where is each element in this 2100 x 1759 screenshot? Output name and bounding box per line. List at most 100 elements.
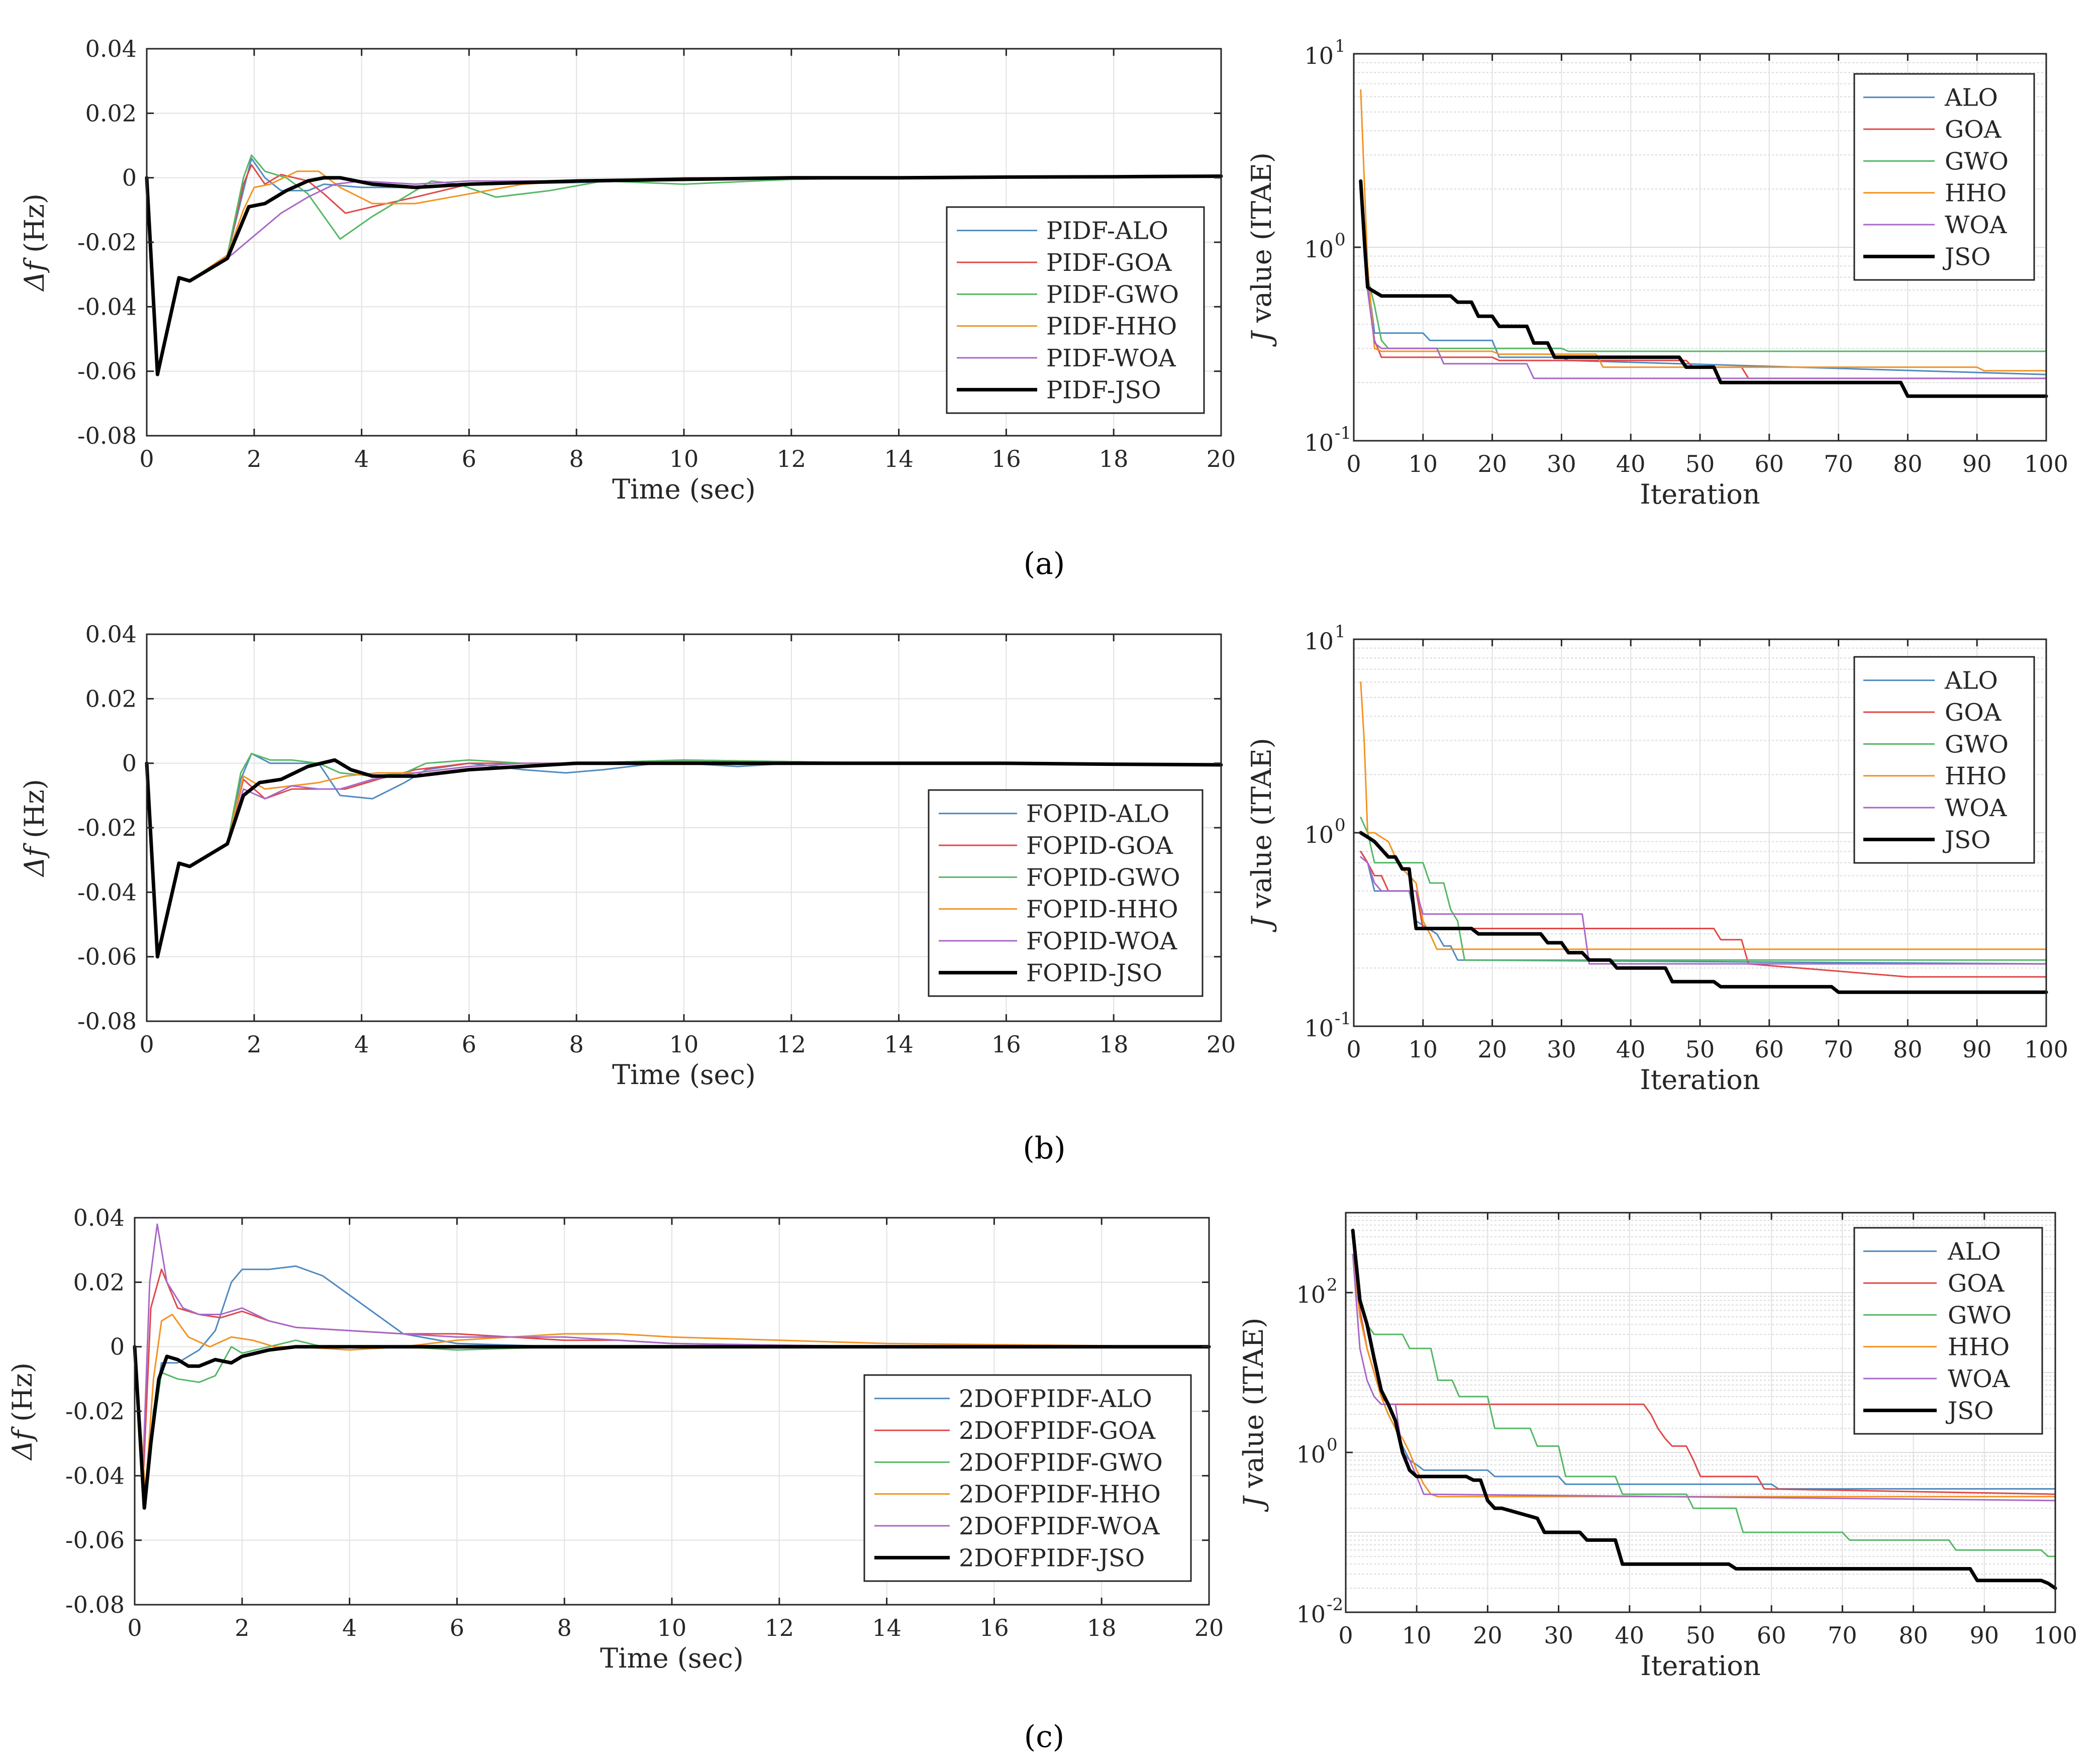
series-line-goa [1360, 850, 2047, 978]
y-tick-exponent: 2 [1327, 1275, 1338, 1295]
x-axis-label: Iteration [1640, 1650, 1760, 1682]
y-tick-label: 10 [1296, 1281, 1326, 1308]
legend: ALO GOA GWO HHO WOA JSO [1853, 1227, 2043, 1435]
series-line-2dofpidf-jso [133, 1345, 1211, 1510]
y-axis-label: J value (ITAE) [1246, 738, 1277, 933]
x-tick-label: 16 [991, 1031, 1021, 1058]
series-group [1359, 681, 2048, 994]
series-group [1359, 89, 2048, 398]
series-group [133, 1223, 1211, 1510]
y-tick-label: -0.02 [77, 814, 137, 841]
x-tick-label: 6 [462, 445, 476, 472]
x-tick-label: 0 [139, 1031, 154, 1058]
y-tick-label: 0.04 [73, 1204, 125, 1231]
legend-label: 2DOFPIDF-ALO [959, 1385, 1152, 1413]
legend-label: PIDF-GWO [1046, 280, 1179, 309]
y-axis-symbol: J [1246, 330, 1277, 347]
legend-label: PIDF-WOA [1046, 344, 1176, 372]
chart-a-freq: 0 2 4 6 8 10 12 14 16 18 20 -0.08 -0.06 -0.04 -0.02 0 0.… [19, 35, 1236, 505]
x-tick-label: 80 [1898, 1622, 1928, 1649]
y-tick-label: -0.04 [77, 878, 137, 906]
legend-label: GOA [1945, 116, 2002, 144]
y-axis-unit: (Hz) [19, 193, 50, 261]
y-axis-symbol: J [1246, 915, 1277, 933]
legend: PIDF-ALO PIDF-GOA PIDF-GWO PIDF-HHO PIDF-WOA… [946, 206, 1205, 414]
caption-b: (b) [1023, 1131, 1065, 1166]
x-tick-label: 18 [1099, 1031, 1129, 1058]
x-tick-label: 18 [1099, 445, 1129, 472]
y-tick-label: 0 [122, 164, 137, 191]
y-tick-label: 0 [122, 750, 137, 777]
x-tick-label: 20 [1207, 445, 1236, 472]
x-tick-label: 20 [1207, 1031, 1236, 1058]
x-tick-label: 80 [1893, 450, 1923, 477]
x-tick-label: 8 [569, 1031, 584, 1058]
y-tick-label: -0.06 [77, 358, 137, 385]
x-tick-label: 50 [1685, 450, 1715, 477]
y-axis-symbol: Δf [19, 257, 50, 292]
y-tick-label: 10 [1296, 1601, 1326, 1628]
y-axis-unit: value (ITAE) [1238, 1318, 1269, 1497]
x-tick-label: 18 [1087, 1614, 1117, 1641]
x-tick-label: 90 [1970, 1622, 1999, 1649]
y-tick-label: 10 [1304, 628, 1334, 655]
y-tick-label: 0 [110, 1333, 125, 1360]
y-axis-unit: (Hz) [19, 779, 50, 847]
y-tick-label: -0.06 [65, 1527, 125, 1554]
x-tick-label: 70 [1824, 450, 1853, 477]
y-tick-label: 10 [1304, 236, 1334, 263]
legend-label: FOPID-HHO [1026, 896, 1178, 924]
y-tick-label: -0.04 [65, 1462, 125, 1489]
series-group [145, 154, 1223, 376]
x-tick-label: 8 [569, 445, 584, 472]
x-tick-label: 4 [354, 1031, 369, 1058]
x-tick-label: 30 [1547, 1036, 1576, 1063]
legend-label: JSO [1942, 826, 1990, 854]
legend-label: PIDF-JSO [1046, 376, 1161, 404]
grid [1353, 54, 2047, 441]
caption-a: (a) [1024, 546, 1065, 581]
series-group [1351, 1228, 2057, 1590]
x-tick-label: 12 [777, 1031, 807, 1058]
x-tick-label: 80 [1893, 1036, 1923, 1063]
x-axis-label: Iteration [1640, 478, 1760, 510]
x-axis-label: Iteration [1640, 1064, 1760, 1096]
legend-label: 2DOFPIDF-WOA [959, 1512, 1160, 1540]
x-tick-label: 10 [669, 1031, 699, 1058]
x-tick-label: 16 [979, 1614, 1009, 1641]
legend-label: ALO [1947, 1238, 2001, 1266]
x-tick-label: 10 [669, 445, 699, 472]
y-tick-label: 0.02 [85, 100, 137, 127]
x-axis-label: Time (sec) [612, 473, 756, 505]
legend-label: HHO [1948, 1333, 2010, 1361]
y-tick-exponent: -2 [1327, 1595, 1343, 1615]
y-tick-label: 0.04 [85, 621, 137, 648]
legend-box [1853, 656, 2035, 864]
y-tick-exponent: -1 [1335, 1009, 1351, 1029]
y-axis-label: J value (ITAE) [1246, 152, 1277, 347]
y-axis-symbol: J [1238, 1495, 1269, 1512]
y-axis-symbol: Δf [7, 1426, 38, 1461]
x-tick-label: 70 [1828, 1622, 1857, 1649]
x-tick-label: 10 [657, 1614, 687, 1641]
x-tick-label: 50 [1686, 1622, 1716, 1649]
legend-label: HHO [1945, 179, 2007, 208]
x-tick-label: 0 [1346, 450, 1361, 477]
legend-label: JSO [1942, 243, 1990, 271]
y-axis-unit: (Hz) [7, 1362, 38, 1430]
y-axis-symbol: Δf [19, 843, 50, 877]
series-line-woa [1360, 188, 2047, 379]
series-line-pidf-jso [145, 174, 1223, 376]
series-group [145, 752, 1223, 959]
x-tick-label: 4 [354, 445, 369, 472]
y-tick-exponent: 1 [1335, 622, 1346, 642]
x-tick-label: 14 [884, 1031, 914, 1058]
legend-label: WOA [1945, 794, 2008, 822]
y-tick-exponent: 0 [1327, 1435, 1338, 1455]
x-tick-label: 90 [1962, 1036, 1992, 1063]
legend-label: FOPID-ALO [1026, 800, 1169, 828]
series-line-jso [1359, 831, 2048, 994]
x-tick-label: 100 [2033, 1622, 2077, 1649]
x-tick-label: 30 [1547, 450, 1576, 477]
